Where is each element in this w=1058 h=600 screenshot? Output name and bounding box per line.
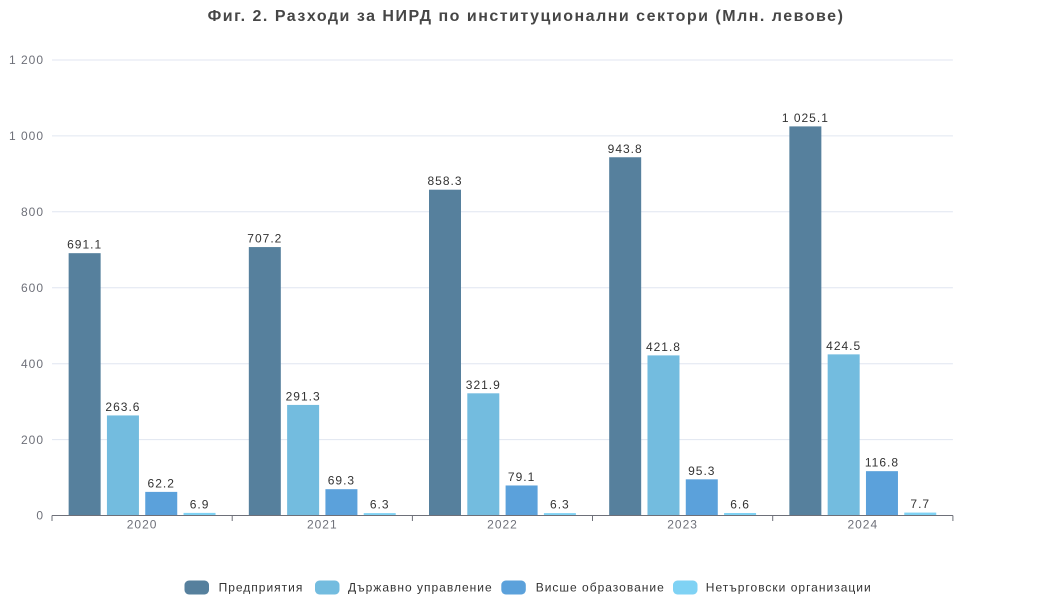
svg-text:1 200: 1 200 — [9, 53, 44, 67]
svg-text:0: 0 — [36, 509, 44, 523]
svg-text:2024: 2024 — [847, 517, 878, 531]
svg-text:Предприятия: Предприятия — [219, 580, 304, 594]
svg-text:116.8: 116.8 — [865, 456, 899, 470]
svg-text:321.9: 321.9 — [466, 378, 501, 392]
svg-text:691.1: 691.1 — [67, 238, 102, 252]
svg-text:421.8: 421.8 — [646, 340, 681, 354]
svg-text:1 025.1: 1 025.1 — [782, 111, 829, 125]
svg-text:7.7: 7.7 — [910, 497, 930, 511]
svg-text:263.6: 263.6 — [105, 400, 140, 414]
svg-text:2020: 2020 — [127, 517, 158, 531]
svg-text:600: 600 — [21, 281, 44, 295]
svg-text:6.6: 6.6 — [730, 497, 750, 511]
svg-text:95.3: 95.3 — [688, 464, 715, 478]
svg-text:Фиг. 2. Разходи за НИРД по инс: Фиг. 2. Разходи за НИРД по институционал… — [208, 8, 845, 25]
svg-text:707.2: 707.2 — [247, 232, 282, 246]
svg-text:Държавно управление: Държавно управление — [348, 580, 493, 594]
svg-text:Висше образование: Висше образование — [536, 580, 665, 594]
svg-text:6.3: 6.3 — [550, 498, 570, 512]
svg-text:2022: 2022 — [487, 517, 518, 531]
svg-text:2021: 2021 — [307, 517, 338, 531]
svg-text:400: 400 — [21, 357, 44, 371]
svg-text:6.3: 6.3 — [370, 498, 390, 512]
svg-text:943.8: 943.8 — [608, 142, 643, 156]
svg-text:2023: 2023 — [667, 517, 698, 531]
svg-text:69.3: 69.3 — [328, 474, 355, 488]
svg-text:62.2: 62.2 — [148, 476, 175, 490]
svg-text:79.1: 79.1 — [508, 470, 535, 484]
svg-text:424.5: 424.5 — [826, 339, 861, 353]
svg-text:800: 800 — [21, 205, 44, 219]
svg-text:6.9: 6.9 — [190, 497, 210, 511]
svg-text:291.3: 291.3 — [286, 389, 321, 403]
svg-text:858.3: 858.3 — [427, 174, 462, 188]
svg-text:200: 200 — [21, 433, 44, 447]
svg-text:Нетърговски организации: Нетърговски организации — [706, 580, 872, 594]
svg-text:1 000: 1 000 — [9, 129, 44, 143]
